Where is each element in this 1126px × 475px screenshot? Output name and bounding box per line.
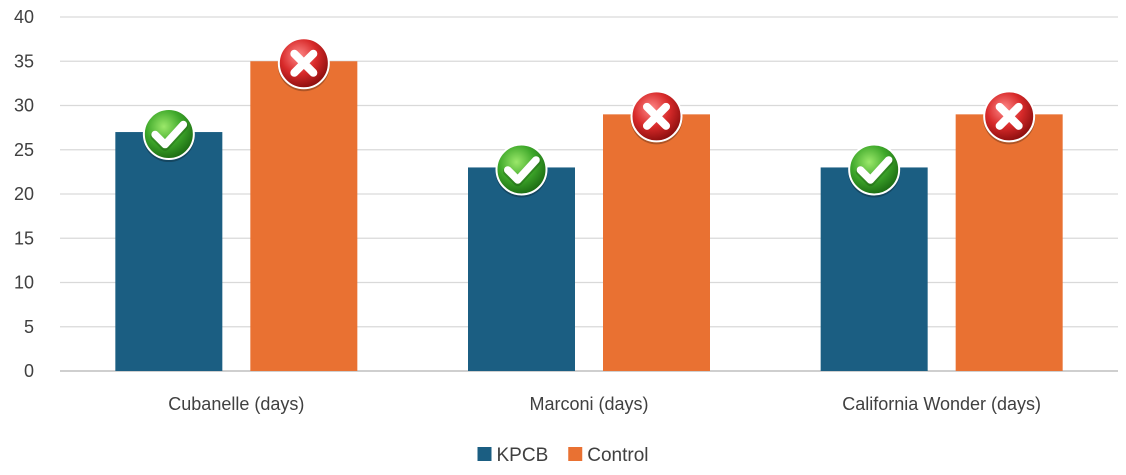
bar-control-0: [250, 61, 358, 371]
y-tick-label: 35: [14, 51, 34, 71]
y-tick-label: 10: [14, 273, 34, 293]
green-check-icon: [495, 143, 548, 198]
x-category-label: Marconi (days): [529, 394, 648, 414]
y-tick-label: 0: [24, 361, 34, 381]
bar-control-2: [955, 114, 1063, 371]
x-axis-category-labels: Cubanelle (days) Marconi (days) California…: [168, 394, 1041, 414]
y-tick-label: 25: [14, 140, 34, 160]
y-tick-label: 20: [14, 184, 34, 204]
green-check-icon: [848, 143, 901, 198]
legend-swatch-kpcb: [477, 447, 492, 461]
bar-kpcb-0: [115, 132, 223, 371]
legend-label-kpcb: KPCB: [497, 445, 549, 466]
red-x-icon: [630, 90, 683, 145]
y-tick-label: 15: [14, 228, 34, 248]
bars: [115, 61, 1063, 371]
red-x-icon: [983, 90, 1036, 145]
y-axis-tick-labels: 0 5 10 15 20 25 30 35 40: [14, 7, 34, 381]
y-tick-label: 5: [24, 317, 34, 337]
bar-kpcb-1: [468, 167, 575, 371]
legend: KPCB Control: [477, 445, 649, 466]
y-tick-label: 30: [14, 96, 34, 116]
red-x-icon: [277, 37, 330, 92]
x-category-label: California Wonder (days): [842, 394, 1041, 414]
green-check-icon: [142, 108, 195, 163]
bar-kpcb-2: [820, 167, 928, 371]
x-category-label: Cubanelle (days): [168, 394, 304, 414]
bar-markers: [142, 37, 1036, 198]
y-tick-label: 40: [14, 7, 34, 27]
bar-control-1: [603, 114, 710, 371]
legend-swatch-control: [568, 447, 583, 461]
legend-label-control: Control: [587, 445, 648, 466]
gridlines: [60, 16, 1118, 372]
